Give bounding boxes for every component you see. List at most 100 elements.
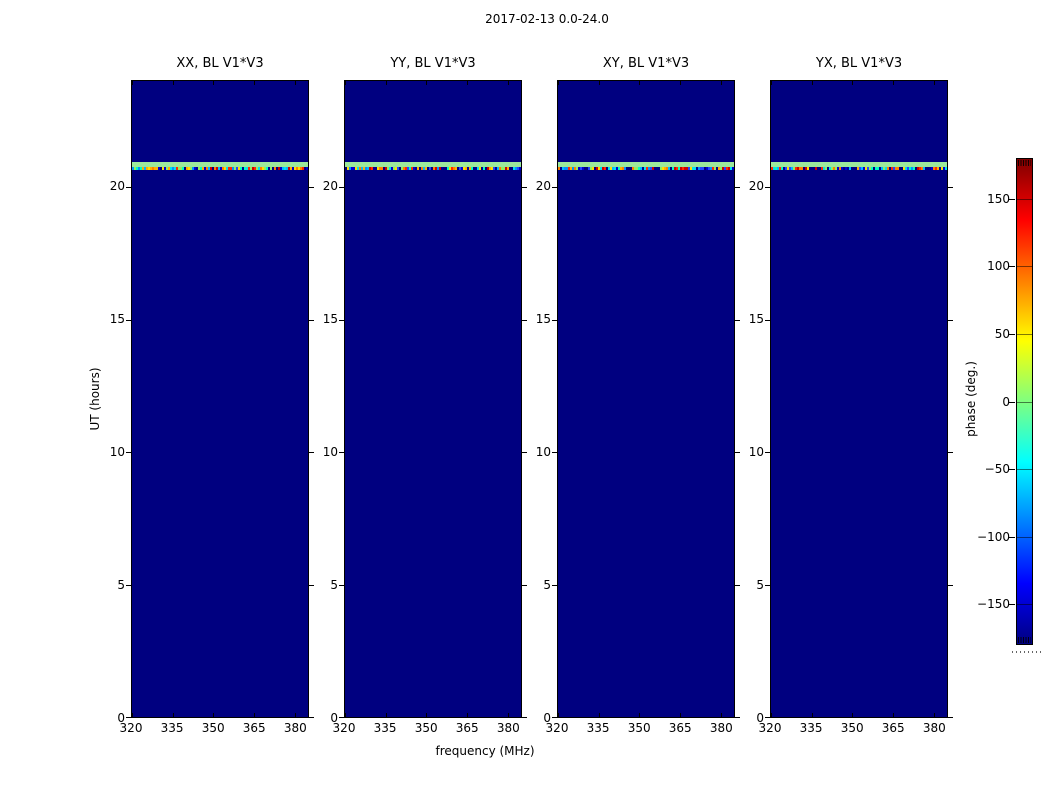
freq-tick-top	[720, 81, 722, 85]
freq-tick-label: 335	[586, 721, 610, 735]
panel-title-yx: YX, BL V1*V3	[815, 56, 903, 71]
ut-tick-label: 20	[535, 179, 551, 194]
x-axis-label: frequency (MHz)	[435, 744, 535, 758]
colorbar-tick	[1009, 604, 1015, 606]
ut-tick-right	[948, 187, 953, 188]
ut-tick-label: 10	[535, 445, 551, 460]
panel-title-xx: XX, BL V1*V3	[176, 56, 264, 71]
colorbar-tick-label: −100	[977, 529, 1010, 544]
colorbar-tick-line	[1017, 401, 1032, 403]
freq-tick-bottom	[933, 713, 935, 717]
freq-tick-top	[253, 81, 255, 85]
freq-tick-bottom	[558, 713, 559, 717]
freq-tick-label: 350	[840, 721, 864, 735]
freq-tick-label: 320	[332, 721, 356, 735]
ut-tick-label: 10	[109, 445, 125, 460]
ut-tick-label: 20	[748, 179, 764, 194]
data-stripe	[132, 161, 308, 168]
freq-tick-label: 365	[242, 721, 266, 735]
y-axis-label: UT (hours)	[88, 367, 102, 431]
ut-tick-left	[126, 584, 131, 586]
freq-tick-top	[466, 81, 468, 85]
noise-row	[132, 167, 308, 170]
panel-title-xy: XY, BL V1*V3	[602, 56, 690, 71]
ut-tick-label: 0	[117, 711, 125, 725]
freq-tick-bottom	[852, 713, 854, 717]
freq-tick-bottom	[771, 713, 772, 717]
colorbar-tick-label: 150	[987, 191, 1010, 206]
colorbar-tick	[1009, 266, 1015, 268]
freq-tick-top	[294, 81, 296, 85]
noise-row	[558, 167, 734, 170]
ut-tick-label: 15	[109, 312, 125, 327]
ut-tick-right	[948, 717, 953, 718]
heatmap-panel-yx	[765, 80, 953, 718]
colorbar-tick-line	[1017, 333, 1032, 335]
ut-tick-left	[765, 717, 770, 718]
colorbar-tick	[1009, 401, 1015, 403]
ut-tick-label: 15	[535, 312, 551, 327]
ut-tick-left	[126, 187, 131, 188]
ut-tick-label: 0	[756, 711, 764, 725]
ut-tick-label: 15	[322, 312, 338, 327]
freq-tick-label: 365	[881, 721, 905, 735]
freq-tick-bottom	[172, 713, 174, 717]
ut-tick-label: 20	[322, 179, 338, 194]
freq-tick-top	[132, 81, 133, 85]
colorbar-tick-line	[1017, 536, 1032, 538]
freq-tick-bottom	[639, 713, 641, 717]
colorbar-tick-label: −50	[984, 462, 1010, 477]
ut-tick-left	[339, 187, 344, 188]
ut-tick-right	[309, 717, 314, 718]
colorbar-tick-line	[1017, 198, 1032, 200]
freq-tick-bottom	[811, 713, 813, 717]
freq-tick-bottom	[294, 713, 296, 717]
colorbar-tick-line	[1017, 469, 1032, 471]
ut-tick-right	[735, 717, 740, 718]
figure-title: 2017-02-13 0.0-24.0	[485, 12, 609, 26]
ut-tick-label: 0	[543, 711, 551, 725]
freq-tick-label: 365	[455, 721, 479, 735]
freq-tick-bottom	[345, 713, 346, 717]
ut-tick-left	[126, 319, 131, 321]
freq-tick-label: 350	[201, 721, 225, 735]
freq-tick-bottom	[213, 713, 215, 717]
freq-tick-bottom	[385, 713, 387, 717]
ut-tick-right	[735, 584, 740, 586]
freq-tick-top	[385, 81, 387, 85]
ut-tick-left	[765, 452, 770, 453]
ut-tick-right	[522, 717, 527, 718]
ut-tick-right	[948, 584, 953, 586]
colorbar-under-dots	[1012, 651, 1042, 653]
freq-tick-label: 350	[627, 721, 651, 735]
panel-title-yy: YY, BL V1*V3	[390, 56, 476, 71]
freq-tick-bottom	[507, 713, 509, 717]
freq-tick-label: 380	[283, 721, 307, 735]
colorbar-tick	[1009, 536, 1015, 538]
ut-tick-label: 20	[109, 179, 125, 194]
freq-tick-bottom	[598, 713, 600, 717]
ut-tick-label: 5	[330, 578, 338, 593]
ut-tick-label: 10	[748, 445, 764, 460]
ut-tick-left	[339, 319, 344, 321]
freq-tick-label: 320	[119, 721, 143, 735]
freq-tick-label: 320	[758, 721, 782, 735]
freq-tick-top	[426, 81, 428, 85]
freq-tick-label: 350	[414, 721, 438, 735]
freq-tick-bottom	[892, 713, 894, 717]
ut-tick-right	[309, 319, 314, 321]
freq-tick-label: 320	[545, 721, 569, 735]
heatmap-panel-xy	[552, 80, 740, 718]
ut-tick-label: 5	[543, 578, 551, 593]
colorbar-tick-label: 100	[987, 259, 1010, 274]
ut-tick-left	[339, 717, 344, 718]
freq-tick-top	[598, 81, 600, 85]
data-stripe	[345, 161, 521, 168]
ut-tick-label: 10	[322, 445, 338, 460]
heatmap-panel-yy	[339, 80, 527, 718]
ut-tick-right	[309, 452, 314, 453]
freq-tick-top	[507, 81, 509, 85]
freq-tick-top	[811, 81, 813, 85]
ut-tick-left	[126, 717, 131, 718]
